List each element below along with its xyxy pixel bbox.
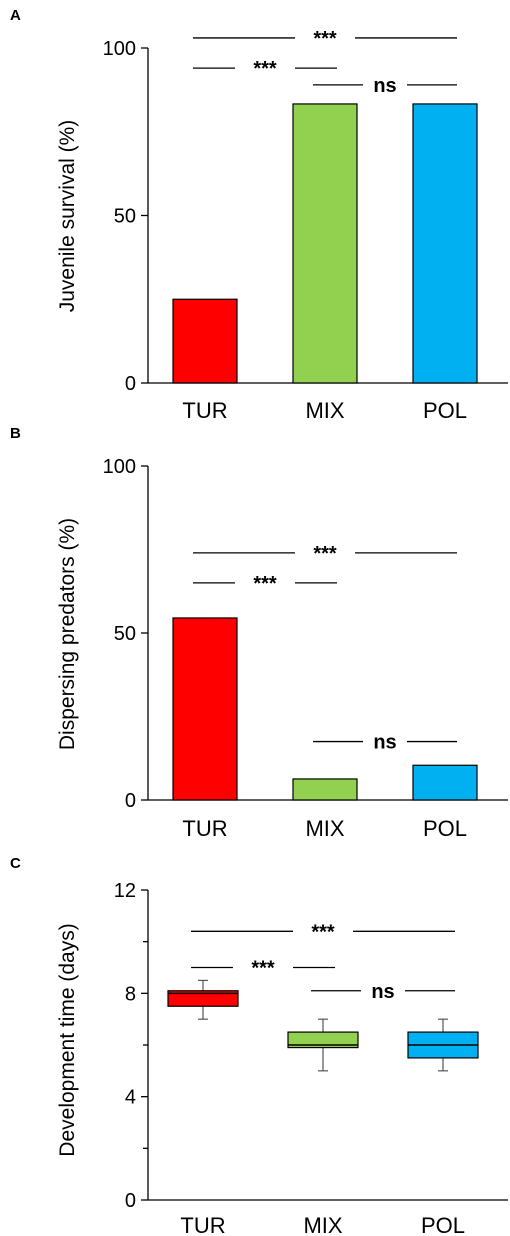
panel-b: B Dispersing predators (%) 0 50 100 TUR MIX P… — [10, 425, 508, 841]
panel-c-category-label: POL — [421, 1213, 465, 1236]
panel-b-bar-pol — [412, 764, 478, 801]
panel-a-significance-label: *** — [253, 58, 277, 80]
panel-a-category-label: TUR — [182, 398, 227, 423]
panel-c-significance-label: ns — [371, 981, 394, 1003]
panel-c-ylabel: Development time (days) — [56, 923, 79, 1156]
panel-c-box-tur — [167, 990, 239, 1007]
panel-a: A Juvenile survival (%) 0 50 100 TUR MIX POL *… — [10, 7, 508, 423]
panel-a-bar-tur — [172, 298, 238, 384]
panel-c-box-mix — [287, 1031, 359, 1049]
panel-b-bar-tur — [172, 617, 238, 801]
panel-b-category-label: TUR — [182, 816, 227, 841]
panel-a-bar-mix — [292, 103, 358, 384]
panel-c-significance-label: *** — [251, 958, 275, 980]
panel-c-ytick-label: 12 — [114, 880, 136, 902]
panel-b-ytick-label: 50 — [114, 623, 136, 645]
panel-a-category-label: POL — [423, 398, 467, 423]
panel-b-ytick-label: 100 — [103, 456, 136, 478]
panel-a-ytick-label: 0 — [125, 373, 136, 395]
panel-b-significance-label: *** — [253, 573, 277, 595]
panel-c-ytick-label: 4 — [125, 1087, 136, 1109]
panel-a-significance-label: *** — [313, 28, 337, 50]
panel-a-ylabel: Juvenile survival (%) — [56, 120, 79, 313]
panel-c-label: C — [10, 855, 21, 872]
panel-a-category-label: MIX — [305, 398, 344, 423]
panel-c-category-label: MIX — [303, 1213, 342, 1236]
panel-c-ytick-label: 0 — [125, 1190, 136, 1212]
panel-b-label: B — [10, 425, 21, 442]
panel-a-bar-pol — [412, 103, 478, 384]
panel-b-significance-label: *** — [313, 543, 337, 565]
panel-a-significance-label: ns — [373, 75, 396, 97]
panel-c-category-label: TUR — [180, 1213, 225, 1236]
panel-c-ytick-label: 8 — [125, 983, 136, 1005]
panel-a-label: A — [10, 7, 21, 24]
panel-a-ytick-label: 50 — [114, 206, 136, 228]
panel-c: C Development time (days) 0 4 8 12 TUR MIX POL… — [10, 855, 508, 1236]
panel-b-category-label: POL — [423, 816, 467, 841]
panel-b-ytick-label: 0 — [125, 790, 136, 812]
panel-b-category-label: MIX — [305, 816, 344, 841]
panel-b-significance-label: ns — [373, 732, 396, 754]
panel-b-bar-mix — [292, 778, 358, 801]
panel-a-ytick-label: 100 — [103, 38, 136, 60]
panel-b-ylabel: Dispersing predators (%) — [56, 518, 79, 750]
panel-c-significance-label: *** — [311, 921, 335, 943]
